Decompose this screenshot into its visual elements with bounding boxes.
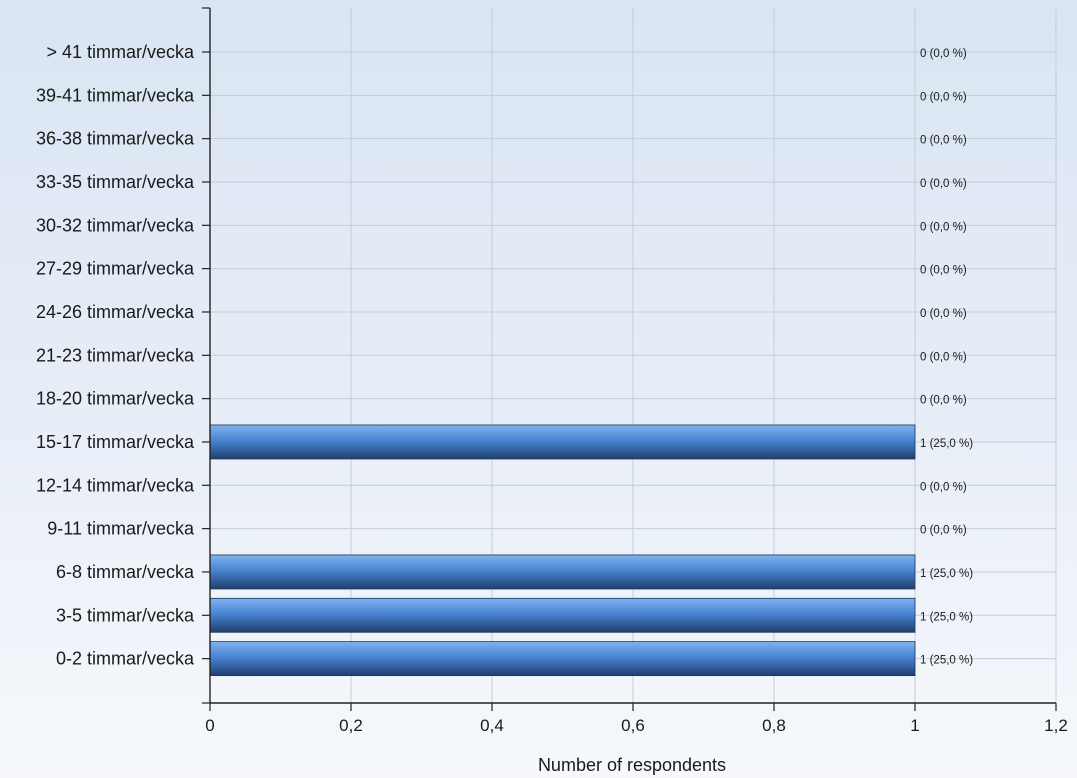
category-label: 3-5 timmar/vecka [56,605,195,625]
category-label: 9-11 timmar/vecka [47,519,195,539]
grid-lines [210,8,1057,703]
data-label: 0 (0,0 %) [920,525,967,537]
category-label: 39-41 timmar/vecka [36,85,195,105]
axes [202,7,1057,711]
category-label: 27-29 timmar/vecka [36,259,195,279]
data-label: 1 (25,0 %) [920,655,973,667]
data-label: 0 (0,0 %) [920,265,967,277]
bar [209,554,916,590]
bar [209,597,916,633]
x-axis-title: Number of respondents [538,755,726,775]
category-label: 24-26 timmar/vecka [36,302,195,322]
data-label: 1 (25,0 %) [920,611,973,623]
category-label: 12-14 timmar/vecka [36,475,195,495]
x-tick-label: 0,6 [621,716,645,735]
category-label: 21-23 timmar/vecka [36,345,195,365]
category-label: 6-8 timmar/vecka [56,562,195,582]
x-tick-label: 1 [910,716,919,735]
bars [209,424,916,677]
data-label: 1 (25,0 %) [920,568,973,580]
category-label: 15-17 timmar/vecka [36,432,195,452]
bar [209,424,916,460]
category-label: 18-20 timmar/vecka [36,389,195,409]
category-label: > 41 timmar/vecka [46,42,195,62]
category-label: 30-32 timmar/vecka [36,215,195,235]
labels: 0 0,2 0,4 0,6 0,8 1 1,2 > 41 timmar/vecka 0 (0,0… [36,42,1068,735]
data-label: 0 (0,0 %) [920,178,967,190]
x-tick-label: 0,8 [762,716,786,735]
data-label: 0 (0,0 %) [920,221,967,233]
x-tick-label: 1,2 [1044,716,1068,735]
data-label: 0 (0,0 %) [920,481,967,493]
x-tick-label: 0,2 [339,716,363,735]
data-label: 0 (0,0 %) [920,351,967,363]
data-label: 0 (0,0 %) [920,48,967,60]
category-label: 0-2 timmar/vecka [56,649,195,669]
bar [209,641,916,677]
category-label: 33-35 timmar/vecka [36,172,195,192]
data-label: 0 (0,0 %) [920,91,967,103]
data-label: 1 (25,0 %) [920,438,973,450]
data-label: 0 (0,0 %) [920,395,967,407]
x-tick-label: 0,4 [480,716,504,735]
data-label: 0 (0,0 %) [920,308,967,320]
x-tick-label: 0 [205,716,214,735]
category-label: 36-38 timmar/vecka [36,129,195,149]
data-label: 0 (0,0 %) [920,135,967,147]
